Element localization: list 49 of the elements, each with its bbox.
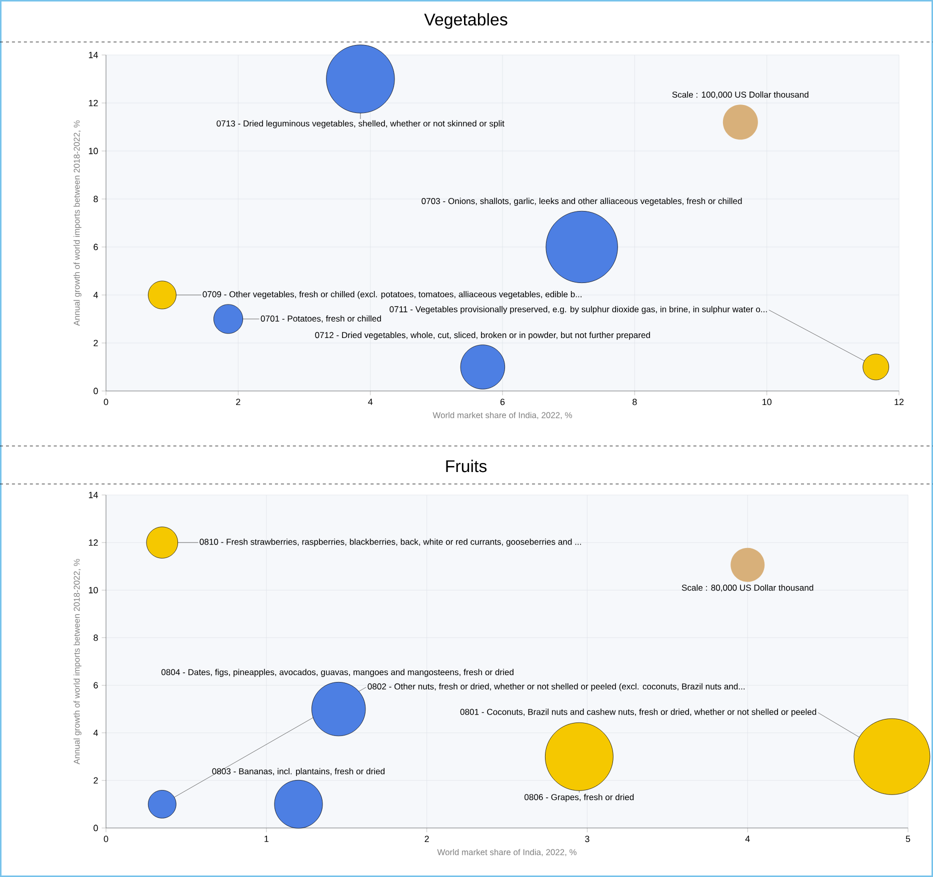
- series-label: 0804 - Dates, figs, pineapples, avocados, guavas, mangoes and mangosteens, fresh or dried: [161, 668, 514, 677]
- series-label: 0712 - Dried vegetables, whole, cut, sliced, broken or in powder, but not further prepared: [315, 332, 650, 340]
- text: 0801 - Coconuts, Brazil nuts and cashew nuts, fresh or dried, whether or not shelled or peeled: [460, 708, 816, 717]
- x-tick-label: 6: [500, 398, 505, 406]
- legend-label: Scale : 80,000 US Dollar thousand: [682, 584, 814, 592]
- x-tick-label: 2: [236, 398, 240, 406]
- x-tick-label: 0: [104, 836, 108, 842]
- series-label: 0703 - Onions, shallots, garlic, leeks and other alliaceous vegetables, fresh or chilled: [422, 198, 742, 206]
- y-tick-label: 6: [94, 682, 98, 688]
- text: 0810 - Fresh strawberries, raspberries, blackberries, back, white or red currants, gooseberries and ...: [200, 538, 581, 547]
- text: 0802 - Other nuts, fresh or dried, whether or not shelled or peeled (excl. coconuts, Brazil nuts and...: [368, 683, 745, 692]
- y-tick-label: 2: [94, 777, 98, 784]
- x-tick-label: 4: [745, 836, 750, 842]
- chart-title: Vegetables: [424, 13, 508, 29]
- x-tick-label: 4: [368, 398, 373, 405]
- y-tick-label: 14: [88, 492, 98, 498]
- y-tick-label: 8: [94, 196, 98, 202]
- legend-label: 0701 - Potatoes, fresh or chilled: [260, 315, 381, 323]
- series-label: 0803 - Bananas, incl. plantains, fresh or dried: [212, 768, 384, 776]
- x-tick-label: 2: [424, 836, 429, 842]
- y-tick-label: 6: [94, 244, 98, 250]
- x-tick-label: 0: [104, 398, 108, 406]
- y-tick-label: 4: [93, 730, 98, 736]
- x-tick-label: 1: [264, 836, 268, 842]
- y-tick-label: 0: [94, 388, 98, 394]
- text: 0709 - Other vegetables, fresh or chilled (excl. potatoes, tomatoes, alliaceous vegetables, edible b...: [202, 290, 582, 299]
- y-tick-label: 4: [93, 292, 98, 298]
- y-tick-label: 2: [94, 340, 98, 346]
- x-tick-label: 5: [906, 836, 910, 842]
- y-tick-label: 10: [88, 148, 98, 154]
- y-tick-label: 12: [88, 100, 98, 106]
- text: 0711 - Vegetables provisionally preserved, e.g. by sulphur dioxide gas, in brine, in sulphur water o...: [390, 306, 767, 314]
- y-tick-label: 12: [88, 539, 98, 546]
- y-tick-label: 8: [94, 634, 98, 641]
- y-tick-label: 10: [88, 586, 98, 594]
- x-tick-label: 3: [585, 836, 590, 842]
- x-tick-label: 8: [632, 398, 637, 406]
- x-axis-title: World market share of India, 2022, %: [437, 848, 577, 856]
- x-tick-label: 12: [894, 398, 904, 406]
- y-axis-title: Annual growth of world imports between 2018-2022, %: [74, 558, 82, 764]
- y-tick-label: 0: [94, 824, 98, 832]
- y-tick-label: 14: [88, 52, 98, 58]
- x-tick-label: 10: [762, 398, 772, 406]
- series-label: 0806 - Grapes, fresh or dried: [524, 794, 634, 802]
- y-axis-title: Annual growth of world imports between 2018-2022, %: [74, 120, 82, 326]
- series-label: 0713 - Dried leguminous vegetables, shelled, whether or not skinned or split: [216, 120, 504, 128]
- legend-label: Scale : 100,000 US Dollar thousand: [672, 91, 808, 99]
- chart-title: Fruits: [446, 460, 487, 472]
- x-axis-title: World market share of India, 2022, %: [432, 412, 572, 420]
